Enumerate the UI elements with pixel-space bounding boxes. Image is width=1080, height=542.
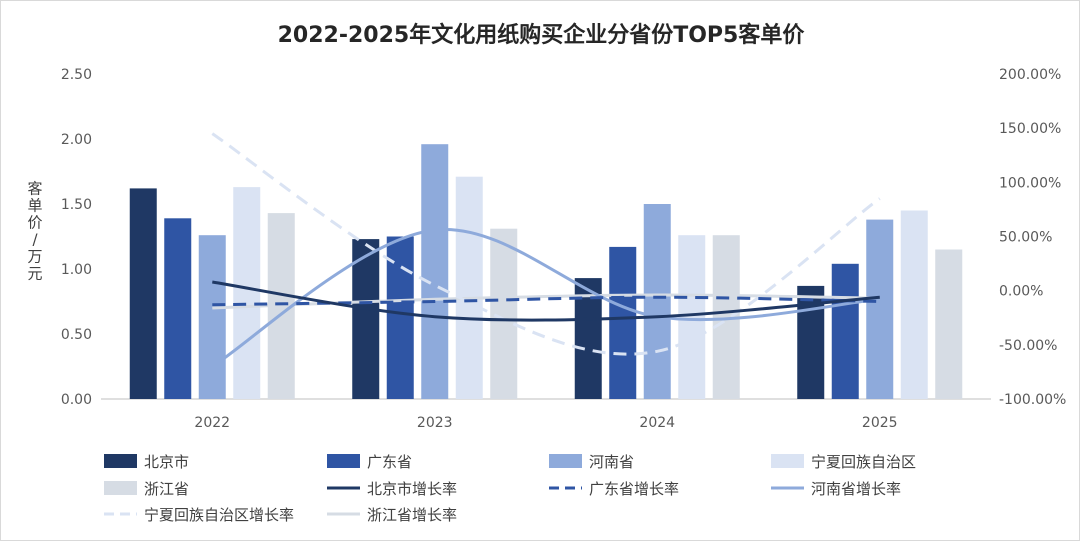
y-tick-label: 0.50 bbox=[61, 327, 92, 343]
bar bbox=[900, 210, 928, 399]
bar bbox=[352, 239, 380, 399]
y-axis-label-char: 单 bbox=[27, 197, 42, 215]
legend-label: 河南省增长率 bbox=[811, 480, 901, 498]
bar bbox=[643, 204, 671, 399]
chart-title: 2022-2025年文化用纸购买企业分省份TOP5客单价 bbox=[278, 22, 806, 48]
bar bbox=[609, 246, 637, 399]
x-tick-label: 2025 bbox=[862, 415, 898, 431]
x-tick-label: 2024 bbox=[639, 415, 675, 431]
legend-label: 广东省增长率 bbox=[589, 480, 679, 498]
legend-label: 河南省 bbox=[589, 453, 634, 471]
legend-label: 浙江省 bbox=[144, 480, 189, 498]
legend-swatch bbox=[104, 481, 137, 495]
y2-tick-label: 100.00% bbox=[999, 175, 1061, 191]
bar bbox=[164, 218, 192, 399]
bars-group bbox=[129, 144, 963, 399]
bar bbox=[490, 228, 518, 399]
bar bbox=[935, 249, 963, 399]
bar bbox=[866, 219, 894, 399]
series-line bbox=[211, 227, 880, 368]
bar bbox=[129, 188, 157, 399]
legend-swatch bbox=[771, 454, 804, 468]
y-axis-label-char: 元 bbox=[27, 265, 42, 283]
y-tick-label: 0.00 bbox=[61, 392, 92, 408]
lines-group bbox=[211, 132, 881, 368]
y-axis-label-char: 客 bbox=[27, 180, 42, 198]
y2-tick-label: -100.00% bbox=[999, 392, 1066, 408]
legend-swatch bbox=[327, 454, 360, 468]
legend-swatch bbox=[549, 454, 582, 468]
legend-label: 北京市增长率 bbox=[367, 480, 457, 498]
bar bbox=[233, 187, 261, 399]
bar bbox=[198, 235, 226, 399]
legend-swatch bbox=[104, 454, 137, 468]
y-axis-label: 客单价/万元 bbox=[27, 180, 42, 283]
legend-label: 宁夏回族自治区增长率 bbox=[144, 506, 294, 524]
legend-label: 浙江省增长率 bbox=[367, 506, 457, 524]
y2-tick-label: -50.00% bbox=[999, 338, 1057, 354]
series-line bbox=[212, 295, 880, 307]
bar bbox=[421, 144, 449, 399]
series-line bbox=[212, 293, 880, 310]
legend-label: 广东省 bbox=[367, 453, 412, 471]
y-tick-label: 2.50 bbox=[61, 67, 92, 83]
bar bbox=[831, 263, 859, 399]
x-tick-label: 2022 bbox=[194, 415, 230, 431]
y-axis-label-char: / bbox=[32, 231, 38, 249]
y-axis-label-char: 万 bbox=[27, 248, 42, 266]
y2-tick-label: 150.00% bbox=[999, 121, 1061, 137]
legend-label: 宁夏回族自治区 bbox=[811, 453, 916, 471]
y-tick-label: 1.50 bbox=[61, 197, 92, 213]
bar bbox=[678, 235, 706, 399]
y2-tick-label: 0.00% bbox=[999, 284, 1043, 300]
series-line bbox=[212, 280, 880, 322]
bar bbox=[455, 176, 483, 399]
bar bbox=[386, 236, 414, 399]
x-tick-label: 2023 bbox=[417, 415, 453, 431]
series-line bbox=[211, 132, 881, 356]
y-tick-label: 1.00 bbox=[61, 262, 92, 278]
y2-tick-label: 50.00% bbox=[999, 230, 1052, 246]
y-axis-label-char: 价 bbox=[27, 214, 42, 232]
y-tick-label: 2.00 bbox=[61, 132, 92, 148]
y2-tick-label: 200.00% bbox=[999, 67, 1061, 83]
legend-label: 北京市 bbox=[144, 453, 189, 471]
